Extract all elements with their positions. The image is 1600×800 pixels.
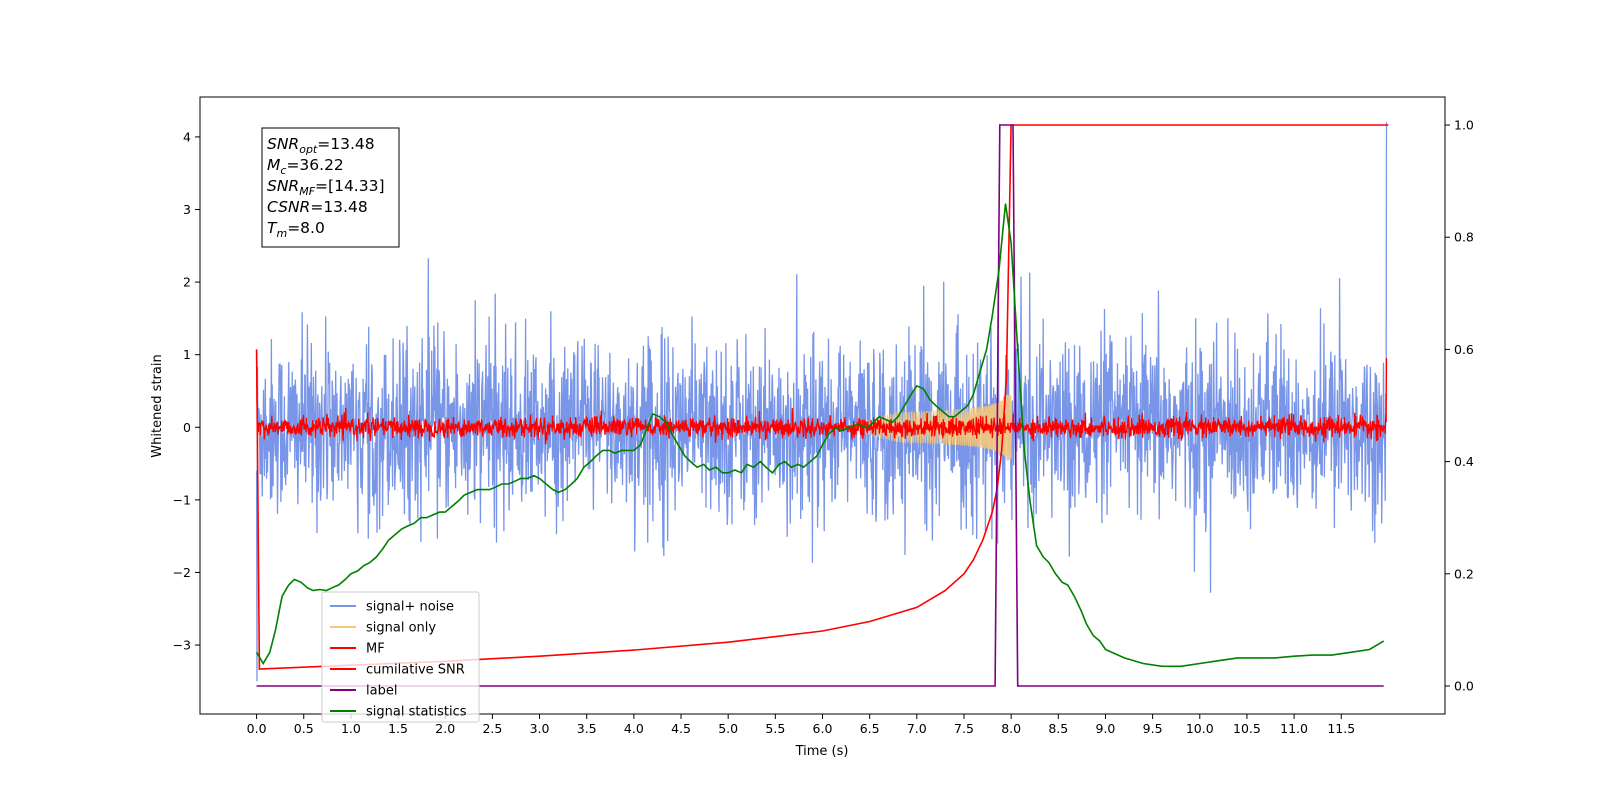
y-axis-right: 0.0 0.2 0.4 0.6 0.8 1.0 [1445,118,1474,693]
x-tick-label: 1.5 [388,721,408,736]
legend-entry: MF [330,642,385,657]
y-right-tick-label: 0.4 [1454,454,1474,469]
x-tick-label: 8.0 [1001,721,1021,736]
x-tick-label: 5.0 [718,721,738,736]
y-left-tick-label: 1 [183,347,191,362]
legend-label: signal only [366,621,436,636]
legend-label: label [366,684,397,699]
x-tick-label: 11.0 [1280,721,1308,736]
y-right-tick-label: 0.8 [1454,230,1474,245]
y-left-tick-label: −2 [173,565,191,580]
legend-label: MF [366,642,385,657]
x-tick-label: 0.0 [247,721,267,736]
x-axis-title: Time (s) [795,744,849,759]
y-axis-title: Whitened strain [150,354,165,457]
series-mf [255,354,1388,445]
x-tick-label: 7.0 [907,721,927,736]
y-left-tick-label: −1 [173,492,191,507]
series-signal-plus-noise [255,122,1388,682]
legend-label: signal statistics [366,705,467,720]
legend-entry: signal statistics [330,705,467,720]
x-tick-label: 10.5 [1233,721,1261,736]
x-tick-label: 2.5 [482,721,502,736]
x-tick-label: 4.5 [671,721,691,736]
annotation-line: CSNR=13.48 [267,198,368,216]
x-tick-label: 3.5 [577,721,597,736]
legend-label: cumilative SNR [366,663,465,678]
series-signal-statistics [255,203,1385,668]
legend-entry: cumilative SNR [330,663,465,678]
y-left-tick-label: 2 [183,275,191,290]
x-tick-label: 9.0 [1096,721,1116,736]
x-tick-label: 4.0 [624,721,644,736]
legend-label: signal+ noise [366,600,454,615]
y-left-tick-label: 0 [183,420,191,435]
x-tick-label: 1.0 [341,721,361,736]
x-tick-label: 3.0 [530,721,550,736]
x-tick-label: 11.5 [1327,721,1355,736]
y-left-tick-label: 4 [183,129,191,144]
y-left-tick-label: 3 [183,202,191,217]
x-tick-label: 5.5 [765,721,785,736]
series-label [256,124,1384,687]
annotation-line: SNRMF=[14.33] [267,177,385,198]
x-tick-label: 6.5 [860,721,880,736]
x-tick-label: 6.0 [813,721,833,736]
annotation-line: Mc=36.22 [267,156,344,177]
x-tick-label: 8.5 [1048,721,1068,736]
legend-entry: signal only [330,621,436,636]
x-axis: 0.0 0.5 1.0 1.5 2.0 2.5 3.0 3.5 4.0 4.5 5.0 5.5 6.0 6… [247,714,1355,736]
y-right-tick-label: 0.6 [1454,342,1474,357]
y-right-tick-label: 0.2 [1454,566,1474,581]
annotation-box: SNRopt=13.48Mc=36.22SNRMF=[14.33]CSNR=13… [261,127,400,248]
x-tick-label: 2.0 [435,721,455,736]
y-right-tick-label: 1.0 [1454,118,1474,133]
x-tick-label: 0.5 [294,721,314,736]
x-tick-label: 10.0 [1186,721,1214,736]
annotation-line: SNRopt=13.48 [267,135,375,156]
x-tick-label: 7.5 [954,721,974,736]
y-left-tick-label: −3 [173,638,191,653]
x-tick-label: 9.5 [1143,721,1163,736]
y-right-tick-label: 0.0 [1454,678,1474,693]
legend-entry: signal+ noise [330,600,454,615]
legend: signal+ noise signal only MF cumilative SNR… [321,591,480,723]
legend-entry: label [330,684,397,699]
annotation-line: Tm=8.0 [267,219,325,240]
y-axis-left: −3 −2 −1 0 1 2 3 4 [173,129,200,653]
